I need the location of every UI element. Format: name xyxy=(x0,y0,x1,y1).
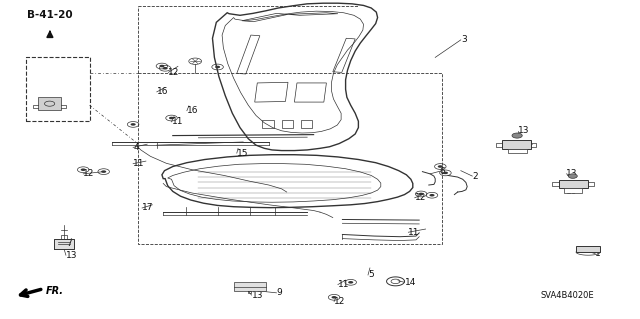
Circle shape xyxy=(512,133,522,138)
Text: FR.: FR. xyxy=(46,286,64,296)
Polygon shape xyxy=(502,140,531,149)
Text: 13: 13 xyxy=(518,126,530,135)
Text: 11: 11 xyxy=(172,117,183,126)
Text: 17: 17 xyxy=(142,204,154,212)
Polygon shape xyxy=(508,149,527,153)
Text: 14: 14 xyxy=(404,278,416,287)
Text: 1: 1 xyxy=(595,249,601,258)
Circle shape xyxy=(215,66,220,68)
Text: 10: 10 xyxy=(566,187,578,196)
Circle shape xyxy=(332,296,337,299)
Circle shape xyxy=(101,170,106,173)
Text: 4: 4 xyxy=(133,143,139,152)
Circle shape xyxy=(568,174,577,178)
Polygon shape xyxy=(576,246,600,252)
Text: 12: 12 xyxy=(168,68,180,77)
Text: 15: 15 xyxy=(237,149,248,158)
Text: 2: 2 xyxy=(472,172,478,181)
Circle shape xyxy=(348,281,353,284)
Text: 8: 8 xyxy=(518,141,524,150)
Circle shape xyxy=(419,193,424,195)
Text: 11: 11 xyxy=(133,159,145,168)
Polygon shape xyxy=(234,282,266,291)
Circle shape xyxy=(163,67,168,70)
Text: 12: 12 xyxy=(415,193,426,202)
Text: B-41-20: B-41-20 xyxy=(27,10,72,19)
Text: 3: 3 xyxy=(461,35,467,44)
Circle shape xyxy=(131,123,136,126)
Polygon shape xyxy=(54,239,74,249)
Text: 16: 16 xyxy=(187,106,198,115)
Circle shape xyxy=(159,65,164,67)
Circle shape xyxy=(81,168,86,171)
Text: 12: 12 xyxy=(83,169,95,178)
Text: 7: 7 xyxy=(66,239,72,248)
Text: 11: 11 xyxy=(408,228,420,237)
Text: 13: 13 xyxy=(252,291,263,300)
Polygon shape xyxy=(38,97,61,110)
Text: SVA4B4020E: SVA4B4020E xyxy=(541,292,595,300)
Text: 13: 13 xyxy=(566,169,578,178)
Text: 13: 13 xyxy=(66,251,77,260)
Text: 12: 12 xyxy=(334,297,346,306)
Circle shape xyxy=(443,172,448,174)
Text: 11: 11 xyxy=(338,280,349,289)
Circle shape xyxy=(169,117,174,119)
Text: 16: 16 xyxy=(157,87,168,96)
Text: 9: 9 xyxy=(276,288,282,297)
Circle shape xyxy=(429,194,435,197)
Circle shape xyxy=(438,165,443,168)
Polygon shape xyxy=(559,180,588,188)
Text: 5: 5 xyxy=(368,271,374,279)
Text: 6: 6 xyxy=(440,167,445,176)
Polygon shape xyxy=(564,188,582,193)
